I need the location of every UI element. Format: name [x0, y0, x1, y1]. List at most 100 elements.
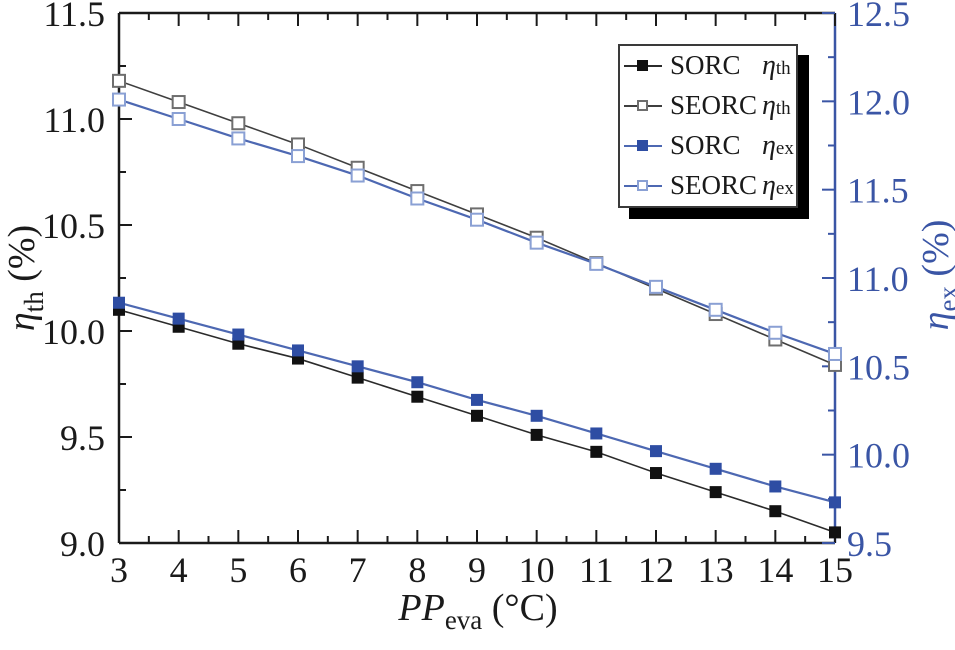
x-tick-label: 6 — [289, 550, 307, 590]
series-marker-seorc-ex — [231, 131, 246, 146]
legend-label: SEORC η th — [670, 90, 791, 122]
legend-eta-subscript: ex — [775, 178, 794, 199]
x-tick-label: 9 — [468, 550, 486, 590]
y-left-tick-label: 10.5 — [42, 206, 105, 246]
y-left-tick-label: 9.0 — [60, 524, 105, 564]
y-right-axis-title: ηex (%) — [915, 220, 955, 331]
series-marker-seorc-ex — [112, 92, 126, 107]
legend-item-sorc-ex: SORC η ex — [620, 126, 796, 166]
series-marker-seorc-ex — [291, 149, 305, 164]
legend-series-name: SORC — [670, 130, 741, 160]
series-marker-sorc-th — [769, 505, 782, 518]
legend-eta-symbol: η — [762, 170, 776, 201]
legend-series-name: SEORC — [670, 170, 758, 200]
series-marker-sorc-ex — [650, 445, 662, 458]
open-square-marker-icon — [637, 100, 648, 111]
y-left-tick-label: 10.0 — [42, 312, 105, 352]
series-marker-sorc-ex — [829, 496, 841, 509]
filled-square-marker-icon — [637, 60, 648, 71]
legend: SORC η th SEORC η th SORC η — [618, 44, 798, 208]
series-marker-sorc-th — [232, 337, 245, 350]
series-marker-seorc-th — [231, 116, 246, 131]
x-tick-label: 3 — [110, 550, 128, 590]
series-marker-seorc-ex — [529, 235, 544, 250]
series-marker-seorc-ex — [649, 279, 663, 294]
filled-square-marker-icon — [637, 140, 648, 151]
series-marker-sorc-ex — [113, 296, 125, 309]
legend-item-seorc-ex: SEORC η ex — [620, 166, 796, 206]
y-left-axis-title: ηth (%) — [1, 225, 49, 331]
legend-item-sorc-th: SORC η th — [620, 46, 796, 86]
y-right-tick-label: 12.0 — [847, 82, 910, 122]
series-marker-sorc-ex — [590, 427, 603, 440]
y-right-tick-label: 11.0 — [847, 259, 909, 299]
legend-eta-subscript: th — [775, 98, 791, 119]
series-marker-seorc-ex — [171, 112, 186, 126]
legend-label: SORC η th — [670, 50, 791, 82]
x-axis-title: PPeva (°C) — [397, 587, 557, 635]
y-right-tick-label: 12.5 — [847, 0, 910, 34]
y-right-tick-label: 10.5 — [847, 347, 910, 387]
legend-key-seorc-th — [624, 98, 662, 114]
y-right-tick-label: 11.5 — [847, 171, 909, 211]
series-marker-sorc-ex — [351, 360, 364, 373]
series-marker-sorc-th — [829, 526, 841, 539]
legend-eta-symbol: η — [762, 130, 776, 161]
series-marker-sorc-ex — [232, 328, 245, 341]
series-marker-seorc-ex — [589, 256, 604, 271]
x-tick-label: 8 — [408, 550, 426, 590]
legend-label: SORC η ex — [670, 130, 794, 162]
y-left-tick-label: 9.5 — [60, 418, 105, 458]
series-marker-sorc-th — [530, 428, 543, 441]
y-right-tick-label: 10.0 — [847, 436, 910, 476]
legend-eta-subscript: ex — [775, 138, 794, 159]
legend-eta-subscript: th — [775, 58, 791, 79]
legend-series-name: SORC — [670, 50, 741, 80]
open-square-marker-icon — [637, 180, 648, 191]
x-tick-label: 10 — [519, 550, 555, 590]
series-marker-seorc-ex — [410, 191, 425, 206]
legend-series-name: SEORC — [670, 90, 758, 120]
x-tick-label: 5 — [229, 550, 247, 590]
legend-key-seorc-ex — [624, 178, 662, 194]
series-marker-sorc-th — [650, 467, 662, 480]
y-left-tick-label: 11.5 — [43, 0, 105, 34]
series-marker-sorc-ex — [709, 462, 722, 475]
x-tick-label: 11 — [579, 550, 614, 590]
series-marker-seorc-ex — [708, 302, 723, 317]
legend-label: SEORC η ex — [670, 170, 794, 202]
series-marker-sorc-ex — [530, 409, 543, 422]
y-right-tick-label: 9.5 — [847, 524, 892, 564]
series-marker-sorc-th — [709, 486, 722, 499]
series-marker-seorc-ex — [470, 212, 484, 227]
legend-key-sorc-ex — [624, 138, 662, 154]
x-tick-label: 7 — [349, 550, 367, 590]
series-marker-sorc-ex — [411, 376, 424, 389]
series-marker-sorc-th — [411, 390, 424, 403]
series-marker-sorc-th — [351, 371, 364, 384]
legend-key-sorc-th — [624, 58, 662, 74]
x-tick-label: 14 — [757, 550, 793, 590]
series-marker-sorc-ex — [471, 393, 483, 406]
series-marker-seorc-th — [291, 137, 305, 152]
legend-eta-symbol: η — [762, 50, 776, 81]
x-tick-label: 4 — [170, 550, 188, 590]
legend-item-seorc-th: SEORC η th — [620, 86, 796, 126]
series-marker-sorc-ex — [172, 312, 185, 325]
series-marker-sorc-ex — [292, 344, 304, 357]
series-marker-sorc-th — [590, 445, 603, 458]
series-marker-seorc-th — [112, 73, 126, 88]
series-marker-seorc-ex — [828, 346, 842, 361]
series-marker-sorc-ex — [769, 480, 782, 493]
legend-eta-symbol: η — [762, 90, 776, 121]
series-marker-seorc-th — [171, 95, 186, 110]
series-marker-sorc-th — [471, 409, 483, 422]
series-marker-seorc-ex — [768, 325, 783, 340]
y-left-tick-label: 11.0 — [43, 100, 105, 140]
x-tick-label: 15 — [817, 550, 853, 590]
series-marker-seorc-ex — [350, 168, 365, 183]
x-tick-label: 13 — [698, 550, 734, 590]
x-tick-label: 12 — [638, 550, 674, 590]
